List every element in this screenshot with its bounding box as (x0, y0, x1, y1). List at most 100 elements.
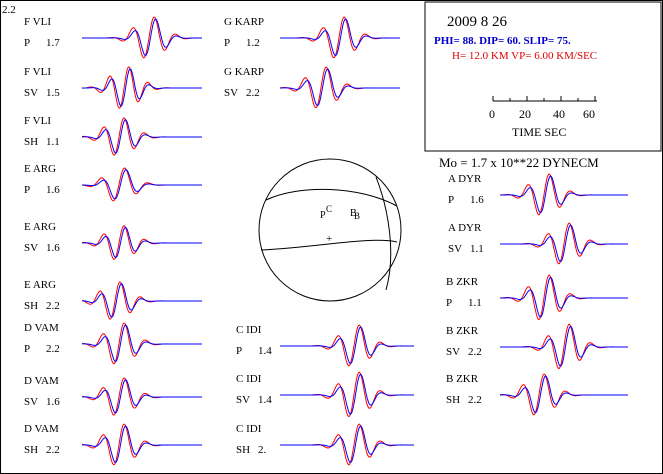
trace-4: E ARG SV 1.6 (24, 221, 202, 260)
synthetic-waveform (500, 175, 628, 214)
trace-6: D VAM P 2.2 (24, 322, 202, 365)
trace-amplitude-label: 1.7 (46, 37, 60, 49)
trace-11: C IDI P 1.4 (236, 324, 414, 367)
info-box: 2009 8 26 PHI= 88. DIP= 60. SLIP= 75. H=… (424, 1, 662, 152)
scale-tick-40: 40 (553, 107, 565, 121)
trace-station-label: B ZKR (446, 276, 479, 288)
trace-phase-label: P (236, 345, 242, 357)
trace-1: F VLI SV 1.5 (24, 66, 202, 109)
trace-amplitude-label: 1.1 (470, 243, 484, 255)
synthetic-waveform (82, 18, 202, 57)
trace-station-label: D VAM (24, 375, 59, 387)
trace-station-label: C IDI (236, 423, 262, 435)
observed-waveform (81, 322, 202, 365)
trace-station-label: D VAM (24, 322, 59, 334)
observed-waveform (81, 423, 202, 466)
trace-14: A DYR P 1.6 (448, 173, 628, 216)
synthetic-waveform (280, 373, 414, 415)
trace-phase-label: SV (448, 243, 462, 255)
trace-amplitude-label: 1.2 (246, 37, 260, 49)
trace-phase-label: P (448, 194, 454, 206)
b-axis-label-2: B (354, 211, 360, 221)
observed-waveform (499, 274, 628, 320)
trace-amplitude-label: 1.4 (258, 394, 272, 406)
trace-phase-label: SH (24, 444, 38, 456)
observed-waveform (500, 323, 628, 370)
synthetic-waveform (500, 276, 628, 318)
trace-station-label: B ZKR (446, 373, 479, 385)
event-date: 2009 8 26 (447, 14, 508, 30)
scale-tick-60: 60 (583, 107, 595, 121)
trace-station-label: A DYR (448, 222, 482, 234)
trace-amplitude-label: 1.1 (46, 136, 60, 148)
synthetic-waveform (81, 226, 202, 259)
trace-10: G KARP SV 2.2 (224, 66, 400, 109)
info-box-frame (424, 1, 662, 152)
trace-3: E ARG P 1.6 (24, 163, 202, 202)
synthetic-waveform (81, 283, 202, 318)
observed-waveform (500, 222, 628, 265)
trace-18: B ZKR SH 2.2 (446, 373, 628, 416)
trace-amplitude-label: 1.5 (46, 87, 60, 99)
trace-phase-label: SV (24, 396, 38, 408)
synthetic-waveform (279, 68, 400, 107)
synthetic-waveform (81, 425, 202, 464)
trace-station-label: G KARP (224, 16, 264, 28)
trace-amplitude-label: 2.2 (246, 87, 260, 99)
trace-phase-label: SH (236, 444, 250, 456)
focal-sphere: P C B B + (258, 158, 402, 302)
synthetic-waveform (82, 68, 202, 107)
b-axis-label: B (350, 208, 357, 219)
synthetic-waveform (500, 325, 628, 367)
trace-station-label: E ARG (24, 221, 56, 233)
p-axis-label: P (320, 210, 326, 221)
trace-amplitude-label: 2.2 (468, 346, 482, 358)
trace-amplitude-label: 1.1 (468, 297, 482, 309)
trace-phase-label: SV (446, 346, 460, 358)
trace-13: C IDI SH 2. (236, 423, 414, 466)
synthetic-waveform (280, 326, 414, 365)
trace-2: F VLI SH 1.1 (24, 115, 202, 156)
trace-amplitude-label: 1.6 (46, 184, 60, 196)
trace-17: B ZKR SV 2.2 (446, 323, 628, 370)
trace-station-label: F VLI (24, 16, 51, 28)
scale-tick-0: 0 (489, 107, 495, 121)
nodal-plane-2 (260, 239, 398, 251)
trace-phase-label: SV (236, 394, 250, 406)
observed-waveform (279, 66, 400, 109)
synthetic-waveform (500, 224, 628, 263)
trace-station-label: C IDI (236, 324, 262, 336)
nodal-plane-3 (375, 176, 392, 291)
trace-amplitude-label: 2.2 (46, 444, 60, 456)
trace-station-label: G KARP (224, 66, 264, 78)
synthetic-waveform (280, 18, 400, 57)
mechanism-params: PHI= 88. DIP= 60. SLIP= 75. (434, 35, 571, 47)
observed-waveform (280, 324, 414, 367)
observed-waveform (280, 423, 414, 466)
scale-tick-20: 20 (519, 107, 531, 121)
synthetic-waveform (280, 425, 414, 464)
trace-station-label: D VAM (24, 423, 59, 435)
observed-waveform (81, 377, 202, 416)
trace-phase-label: P (224, 37, 230, 49)
trace-8: D VAM SH 2.2 (24, 423, 202, 466)
trace-station-label: E ARG (24, 279, 56, 291)
trace-12: C IDI SV 1.4 (236, 371, 414, 418)
trace-station-label: E ARG (24, 163, 56, 175)
trace-phase-label: SV (224, 87, 238, 99)
time-scale-bar (492, 96, 597, 102)
trace-amplitude-label: 1.6 (470, 194, 484, 206)
trace-amplitude-label: 1.6 (46, 396, 60, 408)
trace-station-label: F VLI (24, 115, 51, 127)
trace-phase-label: SH (24, 136, 38, 148)
synthetic-waveform (81, 119, 202, 154)
trace-phase-label: P (24, 343, 30, 355)
trace-phase-label: P (24, 37, 30, 49)
synthetic-waveform (81, 169, 202, 200)
trace-amplitude-label: 1.6 (46, 242, 60, 254)
trace-16: B ZKR P 1.1 (446, 274, 628, 320)
trace-5: E ARG SH 2.2 (24, 279, 202, 320)
trace-amplitude-label: 2.2 (46, 300, 60, 312)
seismic-moment: Mo = 1.7 x 10**22 DYNECM (439, 155, 599, 170)
